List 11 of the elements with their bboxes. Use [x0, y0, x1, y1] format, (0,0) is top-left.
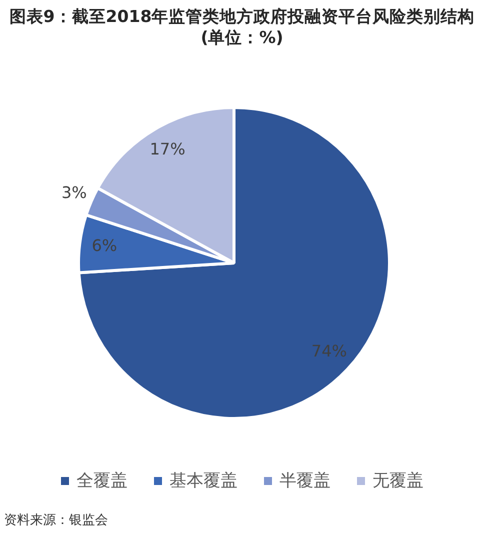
data-label: 17% [150, 140, 186, 159]
text: 资料来源：银监会 [4, 512, 108, 530]
legend-label: 半覆盖 [280, 470, 330, 492]
data-label: 6% [92, 236, 118, 255]
legend-label: 全覆盖 [76, 470, 128, 492]
legend-label: 基本覆盖 [170, 470, 238, 492]
chart-title: 图表9：截至2018年监管类地方政府投融资平台风险类别结构 [8, 6, 476, 27]
chart-subtitle: (单位：%) [200, 27, 284, 48]
legend-label: 无覆盖 [372, 470, 424, 492]
data-label: 3% [61, 182, 87, 202]
data-label: 74% [311, 342, 347, 361]
